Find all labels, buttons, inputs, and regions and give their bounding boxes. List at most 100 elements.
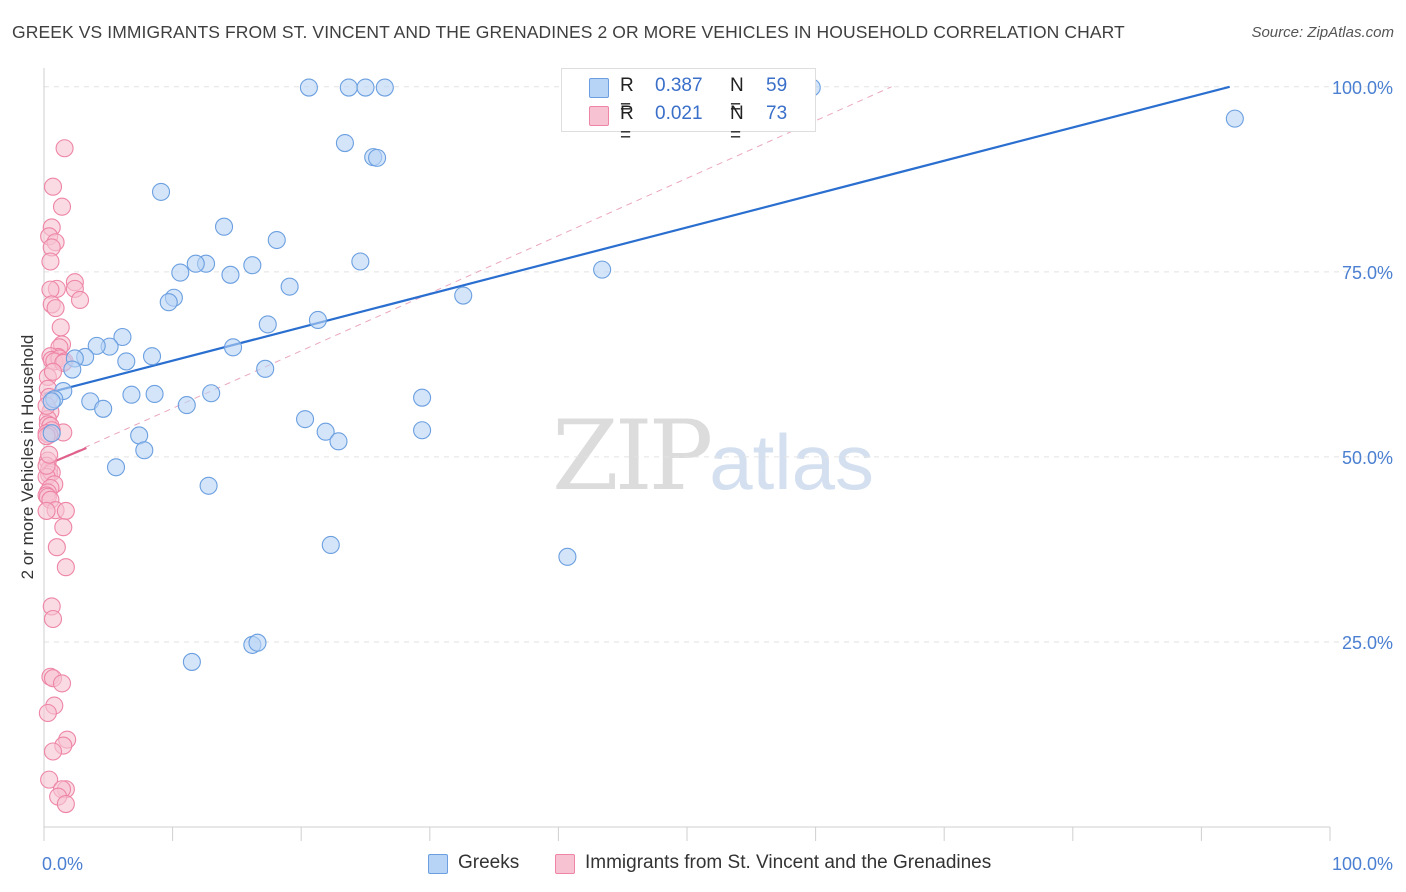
point-greeks	[243, 256, 262, 275]
point-greeks	[267, 230, 286, 250]
legend-swatch-pink	[589, 106, 609, 126]
point-greeks	[316, 422, 335, 441]
point-greeks	[113, 327, 132, 347]
point-greeks	[223, 338, 243, 357]
y-tick-label: 50.0%	[1342, 448, 1393, 468]
point-greeks	[1225, 109, 1244, 128]
point-greeks	[202, 384, 221, 403]
point-immigrants	[40, 770, 59, 789]
point-greeks	[106, 458, 126, 477]
point-immigrants	[52, 197, 72, 216]
point-immigrants	[55, 139, 74, 158]
legend-swatch-blue	[589, 78, 609, 98]
point-greeks	[280, 277, 299, 296]
point-greeks	[258, 315, 277, 334]
point-greeks	[145, 384, 164, 404]
point-greeks	[94, 399, 113, 418]
point-greeks	[558, 547, 577, 566]
legend-label-immigrants: Immigrants from St. Vincent and the Gren…	[585, 852, 992, 873]
legend-n-label: N =	[730, 103, 744, 146]
point-greeks	[256, 359, 275, 378]
point-immigrants	[43, 362, 63, 381]
y-tick-label: 25.0%	[1342, 633, 1393, 653]
legend-swatch-blue	[428, 854, 448, 874]
watermark-atlas: atlas	[709, 418, 874, 506]
legend-r-label: R =	[620, 103, 634, 146]
point-greeks	[151, 182, 171, 201]
legend-n-label: N =	[730, 75, 744, 118]
point-immigrants	[38, 703, 57, 723]
chart-title: GREEK VS IMMIGRANTS FROM ST. VINCENT AND…	[12, 22, 1125, 42]
point-greeks	[248, 633, 267, 652]
point-immigrants	[47, 538, 66, 557]
point-greeks	[117, 352, 136, 371]
point-greeks	[186, 254, 205, 273]
point-immigrants	[51, 318, 70, 337]
point-greeks	[122, 385, 141, 404]
point-greeks	[329, 432, 348, 451]
point-greeks	[593, 260, 612, 279]
point-immigrants	[41, 252, 60, 271]
point-greeks	[182, 652, 201, 671]
trend-line-greeks	[43, 85, 1230, 396]
point-immigrants	[52, 674, 72, 693]
point-greeks	[375, 78, 394, 97]
y-tick-label: 75.0%	[1342, 263, 1393, 283]
watermark: ZIPatlas	[552, 400, 874, 512]
point-immigrants	[56, 501, 75, 520]
point-immigrants	[54, 518, 73, 537]
point-immigrants	[46, 299, 65, 318]
point-greeks	[351, 252, 370, 271]
legend-label-greeks: Greeks	[458, 852, 520, 873]
trend-line-immigrants-extension	[43, 86, 892, 467]
point-immigrants	[70, 290, 90, 310]
point-greeks	[356, 78, 375, 97]
point-greeks	[214, 217, 234, 236]
x-tick-label: 0.0%	[42, 854, 83, 874]
legend-r-value: 0.021	[655, 103, 703, 124]
source-label: Source: ZipAtlas.com	[1251, 24, 1394, 41]
point-immigrants	[43, 742, 63, 761]
point-greeks	[42, 392, 61, 411]
legend-r-label: R =	[620, 75, 634, 118]
point-greeks	[199, 476, 218, 495]
point-greeks	[308, 310, 327, 330]
point-greeks	[142, 347, 162, 366]
point-greeks	[221, 265, 240, 284]
data-points	[37, 78, 1244, 814]
point-immigrants	[40, 445, 59, 464]
legend-r-value: 0.387	[655, 75, 703, 96]
point-greeks	[63, 360, 82, 379]
point-greeks	[87, 336, 106, 355]
point-greeks	[159, 293, 178, 312]
legend-n-value: 59	[766, 75, 788, 96]
point-immigrants	[37, 501, 56, 520]
point-greeks	[339, 78, 358, 97]
axes	[43, 68, 1331, 841]
point-greeks	[335, 134, 354, 153]
legend-n-value: 73	[766, 103, 788, 124]
tick-labels: 25.0% 50.0% 75.0% 100.0% 0.0% 100.0%	[42, 78, 1393, 874]
point-immigrants	[43, 177, 63, 196]
point-immigrants	[56, 558, 75, 577]
series-legend: Greeks Immigrants from St. Vincent and t…	[0, 852, 1406, 878]
point-greeks	[177, 396, 196, 415]
point-greeks	[296, 410, 315, 429]
point-greeks	[413, 388, 432, 407]
watermark-zip: ZIP	[552, 400, 713, 512]
point-greeks	[368, 148, 387, 167]
stats-legend: R = 0.387 N = 59 R = 0.021 N = 73	[561, 68, 816, 146]
legend-swatch-pink	[555, 854, 575, 874]
point-greeks	[171, 263, 190, 282]
point-greeks	[42, 424, 61, 443]
x-tick-label: 100.0%	[1332, 854, 1393, 874]
point-immigrants	[43, 609, 63, 629]
point-greeks	[413, 421, 432, 440]
point-greeks	[135, 441, 154, 460]
y-tick-label: 100.0%	[1332, 78, 1393, 98]
point-greeks	[321, 535, 340, 555]
point-greeks	[299, 78, 318, 97]
point-immigrants	[56, 795, 75, 814]
point-greeks	[454, 286, 473, 305]
